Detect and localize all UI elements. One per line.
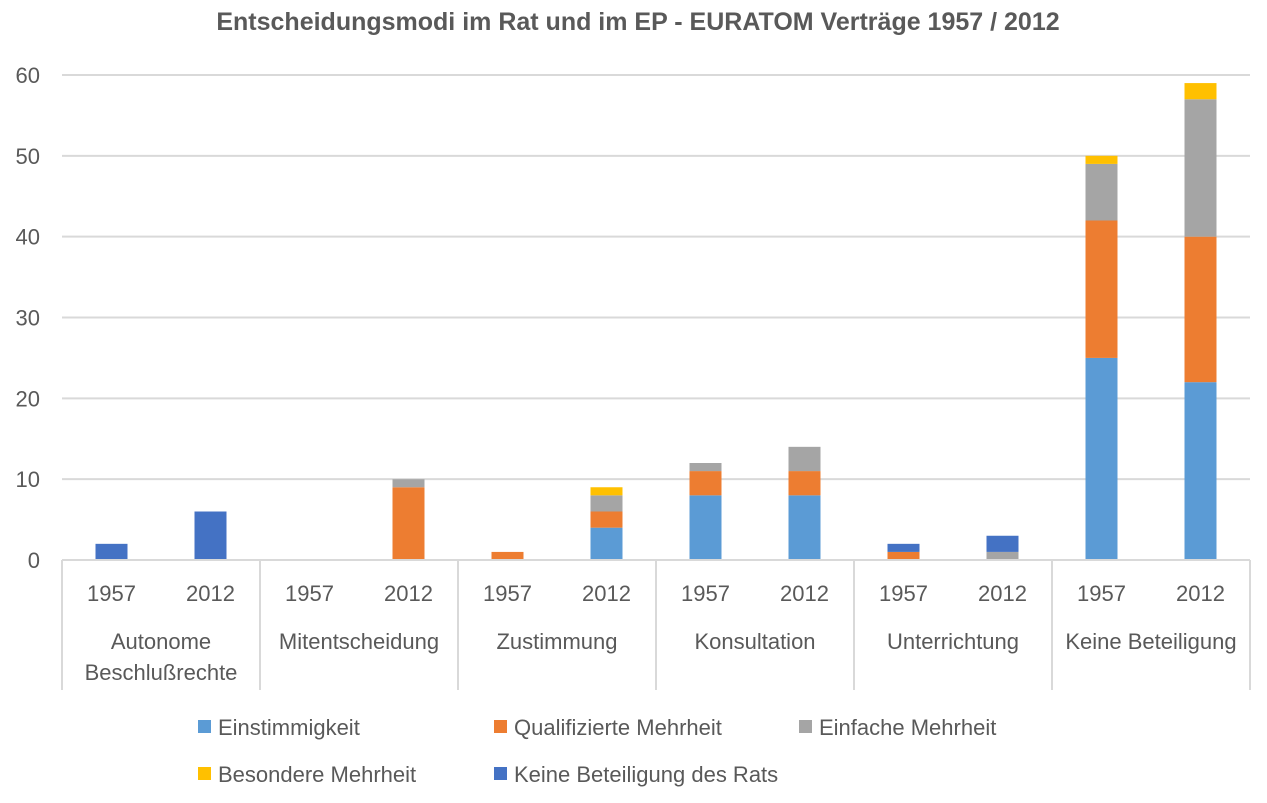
legend-swatch (198, 720, 211, 733)
legend-item: Besondere Mehrheit (198, 762, 416, 787)
bar-segment-einfache-mehrheit (392, 479, 425, 488)
chart-title: Entscheidungsmodi im Rat und im EP - EUR… (216, 8, 1059, 36)
legend-label: Einfache Mehrheit (819, 715, 996, 740)
x-tick-year: 1957 (483, 581, 532, 606)
bar-segment-einstimmigkeit (689, 495, 722, 560)
bar-segment-qualifizierte-mehrheit (1085, 220, 1118, 358)
x-category-label: Zustimmung (496, 629, 617, 654)
bar-segment-einfache-mehrheit (788, 446, 821, 472)
x-category-label: Beschlußrechte (85, 660, 238, 685)
y-tick-label: 0 (28, 548, 40, 573)
x-tick-year: 2012 (978, 581, 1027, 606)
bar-segment-besondere-mehrheit (590, 487, 623, 496)
x-tick-year: 2012 (780, 581, 829, 606)
bar-segment-einstimmigkeit (1184, 382, 1217, 560)
bar-segment-qualifizierte-mehrheit (788, 471, 821, 496)
y-tick-label: 50 (16, 144, 40, 169)
x-tick-year: 1957 (879, 581, 928, 606)
x-tick-year: 1957 (1077, 581, 1126, 606)
bar-segment-einfache-mehrheit (1085, 163, 1118, 221)
legend-item: Einstimmigkeit (198, 715, 360, 740)
bar-segment-einstimmigkeit (590, 527, 623, 560)
x-tick-year: 2012 (384, 581, 433, 606)
x-category-label: Keine Beteiligung (1065, 629, 1236, 654)
legend-label: Einstimmigkeit (218, 715, 360, 740)
x-category-label: Mitentscheidung (279, 629, 439, 654)
legend-swatch (198, 767, 211, 780)
bar-segment-einfache-mehrheit (689, 463, 722, 472)
bar-segment-besondere-mehrheit (1085, 155, 1118, 164)
legend-swatch (494, 767, 507, 780)
legend-swatch (799, 720, 812, 733)
y-tick-label: 60 (16, 63, 40, 88)
legend-swatch (494, 720, 507, 733)
bar-segment-keine-beteiligung-des-rats (986, 535, 1019, 552)
bar-segment-einstimmigkeit (788, 495, 821, 560)
bar-segment-qualifizierte-mehrheit (590, 511, 623, 528)
bar-segment-qualifizierte-mehrheit (491, 551, 524, 560)
bar-segment-keine-beteiligung-des-rats (95, 543, 128, 560)
x-tick-year: 2012 (186, 581, 235, 606)
y-tick-label: 20 (16, 386, 40, 411)
x-tick-year: 1957 (285, 581, 334, 606)
y-tick-label: 30 (16, 306, 40, 331)
bar-segment-besondere-mehrheit (1184, 83, 1217, 100)
bar-segment-qualifizierte-mehrheit (887, 551, 920, 560)
legend-label: Keine Beteiligung des Rats (514, 762, 778, 787)
x-tick-year: 2012 (582, 581, 631, 606)
legend-item: Keine Beteiligung des Rats (494, 762, 778, 787)
y-tick-label: 10 (16, 467, 40, 492)
legend-item: Einfache Mehrheit (799, 715, 996, 740)
bar-segment-einfache-mehrheit (986, 551, 1019, 560)
bar-segment-einfache-mehrheit (1184, 99, 1217, 237)
x-category-label: Konsultation (694, 629, 815, 654)
bar-segment-keine-beteiligung-des-rats (887, 543, 920, 552)
x-category-label: Autonome (111, 629, 211, 654)
bar-segment-qualifizierte-mehrheit (1184, 236, 1217, 383)
x-tick-year: 2012 (1176, 581, 1225, 606)
legend-label: Qualifizierte Mehrheit (514, 715, 722, 740)
x-tick-year: 1957 (87, 581, 136, 606)
legend-label: Besondere Mehrheit (218, 762, 416, 787)
legend-item: Qualifizierte Mehrheit (494, 715, 722, 740)
bar-segment-einstimmigkeit (1085, 357, 1118, 560)
bar-segment-einfache-mehrheit (590, 495, 623, 512)
y-tick-label: 40 (16, 225, 40, 250)
x-category-label: Unterrichtung (887, 629, 1019, 654)
bar-segment-qualifizierte-mehrheit (689, 471, 722, 496)
bar-segment-keine-beteiligung-des-rats (194, 511, 227, 560)
bar-segment-qualifizierte-mehrheit (392, 487, 425, 560)
x-tick-year: 1957 (681, 581, 730, 606)
